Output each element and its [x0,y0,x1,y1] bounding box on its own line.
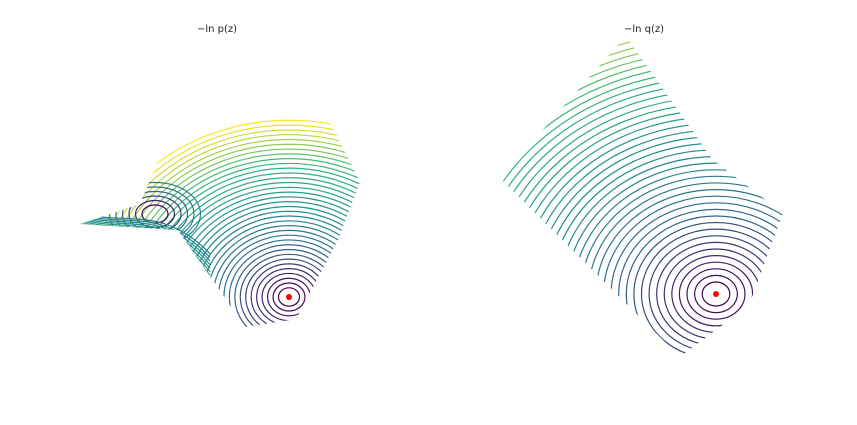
contour-line [625,215,783,357]
contour-line [97,129,360,327]
contour-line [527,129,783,357]
contour-line [701,281,731,307]
contour-line [618,208,783,357]
contour-line [595,189,783,357]
contour-line [564,162,783,357]
contour-line [500,90,783,357]
contour-line [163,186,360,327]
contour-line [141,167,360,327]
contour-line [135,162,360,327]
contour-line [152,177,360,327]
contour-line [511,116,783,357]
mode-marker-right [713,291,719,297]
contour-line [572,169,783,357]
contour-line [500,36,783,357]
panel-title-left: −ln p(z) [197,24,238,35]
ridge-line [80,225,211,287]
contour-line [504,109,783,357]
contour-line [500,43,783,357]
contour-line [500,36,783,357]
contour-line [114,143,360,327]
contour-line [500,96,783,357]
contour-line [130,158,360,327]
contour-line [534,136,783,357]
contour-line [141,204,169,224]
contour-line [519,123,783,357]
contour-plot-right [500,36,783,357]
contour-line [212,229,360,327]
contour-line [119,148,360,327]
contour-line [500,36,783,357]
contour-line [108,138,360,327]
contour-line [190,210,360,327]
contour-line [103,134,360,327]
contour-line [500,63,783,357]
contour-line [580,175,783,357]
contour-line [678,261,754,327]
ridge-line [80,216,211,265]
contour-line [686,268,746,320]
contour-line [694,274,738,314]
contour-line [272,282,306,312]
contour-line [500,70,783,357]
contour-line [610,202,783,357]
contour-line [557,156,783,357]
ridge-line [80,217,211,269]
contour-line [542,142,783,357]
contour-line [125,153,360,327]
panel-title-right: −ln q(z) [624,24,665,35]
ridge-line [80,228,211,294]
contour-line [277,287,301,307]
contour-line [115,186,195,242]
contour-line [549,149,783,357]
contour-line [168,191,360,327]
ridge-line [80,222,211,280]
contour-line [500,83,783,357]
contour-line [500,76,783,357]
contour-line [640,228,783,357]
contour-line [500,36,783,357]
contour-line [86,119,360,327]
contour-line [602,195,783,357]
contour-line [201,220,360,327]
contour-line [587,182,783,357]
contour-line [92,124,360,327]
contour-line [500,36,783,357]
contour-plot-left [80,119,360,327]
contour-line [179,201,360,327]
ridge-line [80,230,211,298]
contour-line [157,181,360,327]
contour-line [206,225,360,327]
contour-line [196,215,360,327]
contour-line [500,36,783,357]
contour-line [146,172,360,327]
contour-line [174,196,360,327]
contour-line [500,103,783,357]
contour-line [185,205,360,327]
mode-marker-left [286,294,292,300]
